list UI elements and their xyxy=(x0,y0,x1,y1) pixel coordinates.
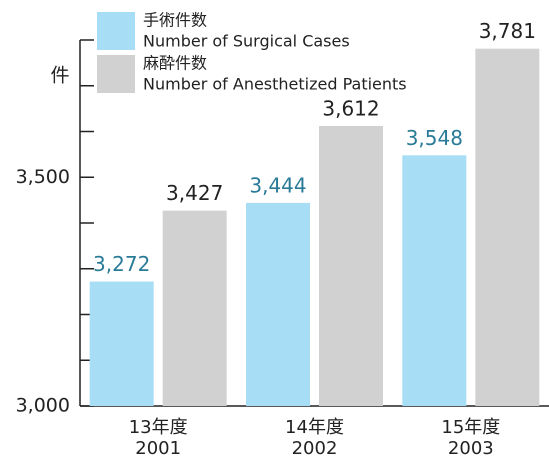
value-label: 3,444 xyxy=(249,173,306,197)
value-label: 3,427 xyxy=(166,181,223,205)
x-tick-label: 13年度 xyxy=(129,417,188,438)
legend-label: 手術件数 xyxy=(143,11,207,30)
legend-swatch xyxy=(97,12,135,50)
bar xyxy=(475,48,540,406)
value-label: 3,272 xyxy=(93,252,150,276)
bar xyxy=(162,210,227,406)
bar xyxy=(319,126,383,406)
legend-label-en: Number of Anesthetized Patients xyxy=(143,75,407,94)
y-unit: 件 xyxy=(50,65,69,87)
x-tick-label: 14年度 xyxy=(285,417,344,438)
x-tick-label: 2002 xyxy=(292,438,338,459)
x-tick-label: 15年度 xyxy=(441,417,500,438)
y-tick-label: 3,000 xyxy=(16,395,70,417)
value-label: 3,781 xyxy=(479,19,536,43)
x-tick-label: 2001 xyxy=(135,438,181,459)
legend-label: 麻酔件数 xyxy=(143,54,207,73)
bar xyxy=(89,281,154,406)
bar xyxy=(402,155,467,406)
legend-swatch xyxy=(97,55,135,93)
bar xyxy=(246,202,310,406)
x-tick-label: 2003 xyxy=(448,438,494,459)
value-label: 3,548 xyxy=(406,126,463,150)
legend-label-en: Number of Surgical Cases xyxy=(143,32,350,51)
value-label: 3,612 xyxy=(322,97,379,121)
y-tick-label: 3,500 xyxy=(16,166,70,188)
